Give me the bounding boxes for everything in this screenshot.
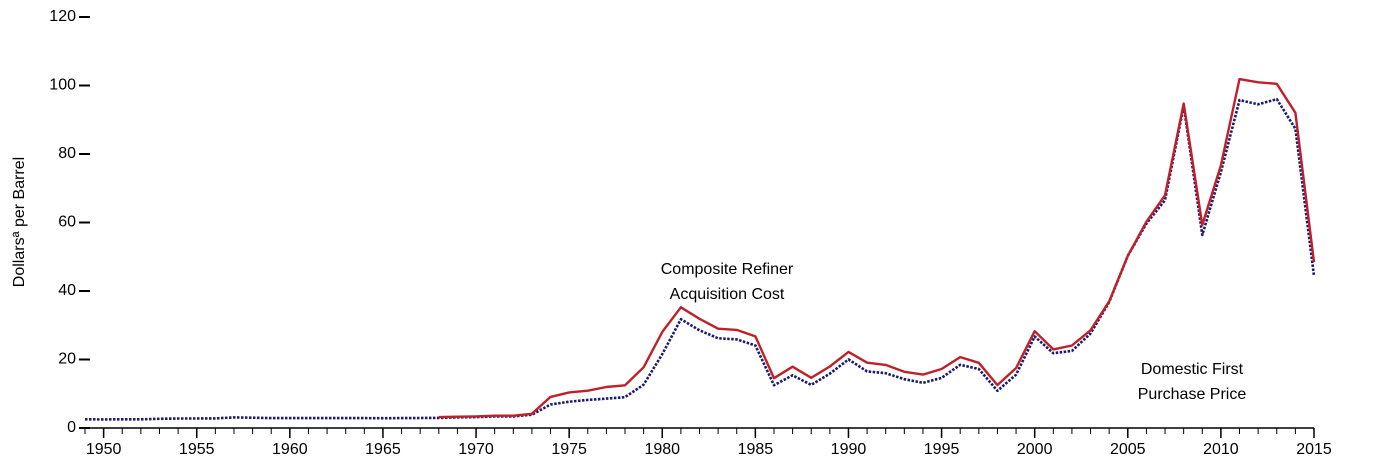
y-tick-label: 120 [49, 8, 76, 25]
annotation: Purchase Price [1138, 386, 1247, 403]
x-tick-label: 2000 [1017, 441, 1053, 458]
annotation: Composite Refiner [661, 261, 794, 278]
y-tick-label: 80 [58, 145, 76, 162]
x-tick-label: 2015 [1296, 441, 1332, 458]
x-tick-label: 1965 [365, 441, 401, 458]
y-axis-label: Dollarsª per Barrel [11, 157, 28, 287]
y-tick-label: 20 [58, 351, 76, 368]
x-tick-label: 1950 [86, 441, 122, 458]
series-line [438, 77, 1316, 419]
y-tick-label: 0 [67, 419, 76, 436]
y-tick-label: 100 [49, 77, 76, 94]
x-tick-label: 1960 [272, 441, 308, 458]
x-tick-label: 1985 [738, 441, 774, 458]
annotation: Acquisition Cost [670, 286, 785, 303]
series-line [84, 97, 1316, 421]
annotation: Domestic First [1141, 361, 1244, 378]
x-tick-label: 1995 [924, 441, 960, 458]
y-tick-label: 40 [58, 282, 76, 299]
x-tick-label: 2005 [1110, 441, 1146, 458]
x-tick-label: 1975 [551, 441, 587, 458]
x-tick-label: 1980 [644, 441, 680, 458]
x-tick-label: 1955 [179, 441, 215, 458]
y-tick-label: 60 [58, 214, 76, 231]
x-tick-label: 1990 [831, 441, 867, 458]
x-tick-label: 2010 [1203, 441, 1239, 458]
x-tick-label: 1970 [458, 441, 494, 458]
